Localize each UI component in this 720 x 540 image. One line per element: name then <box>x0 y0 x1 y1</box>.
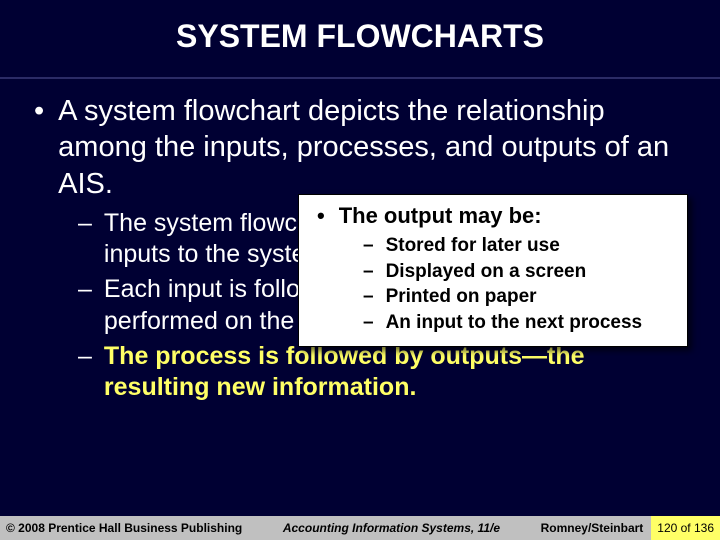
callout-title-text: The output may be: <box>339 203 542 229</box>
bullet-list-level1: A system flowchart depicts the relations… <box>32 93 688 202</box>
slide-body: A system flowchart depicts the relations… <box>0 79 720 403</box>
bullet-sub-2: The process is followed by outputs—the r… <box>78 341 688 404</box>
bullet-main: A system flowchart depicts the relations… <box>32 93 688 202</box>
callout-item-0-text: Stored for later use <box>386 233 560 259</box>
callout-item-2-text: Printed on paper <box>386 284 537 310</box>
callout-item-0: Stored for later use <box>363 233 677 259</box>
callout-item-3-text: An input to the next process <box>386 310 643 336</box>
callout-title: The output may be: <box>313 203 677 229</box>
callout-item-1-text: Displayed on a screen <box>386 259 587 285</box>
footer-copyright: © 2008 Prentice Hall Business Publishing <box>0 521 242 535</box>
bullet-main-text: A system flowchart depicts the relations… <box>58 93 688 202</box>
footer-center: Accounting Information Systems, 11/e <box>242 521 540 535</box>
callout-item-3: An input to the next process <box>363 310 677 336</box>
footer-page-number: 120 of 136 <box>651 516 720 540</box>
callout-item-2: Printed on paper <box>363 284 677 310</box>
footer: © 2008 Prentice Hall Business Publishing… <box>0 516 720 540</box>
slide-title: SYSTEM FLOWCHARTS <box>0 0 720 79</box>
callout-list: Stored for later use Displayed on a scre… <box>313 233 677 336</box>
callout-item-1: Displayed on a screen <box>363 259 677 285</box>
slide: SYSTEM FLOWCHARTS A system flowchart dep… <box>0 0 720 540</box>
callout-box: The output may be: Stored for later use … <box>298 194 688 347</box>
bullet-sub-2-text: The process is followed by outputs—the r… <box>104 341 688 404</box>
footer-authors: Romney/Steinbart <box>541 521 652 535</box>
